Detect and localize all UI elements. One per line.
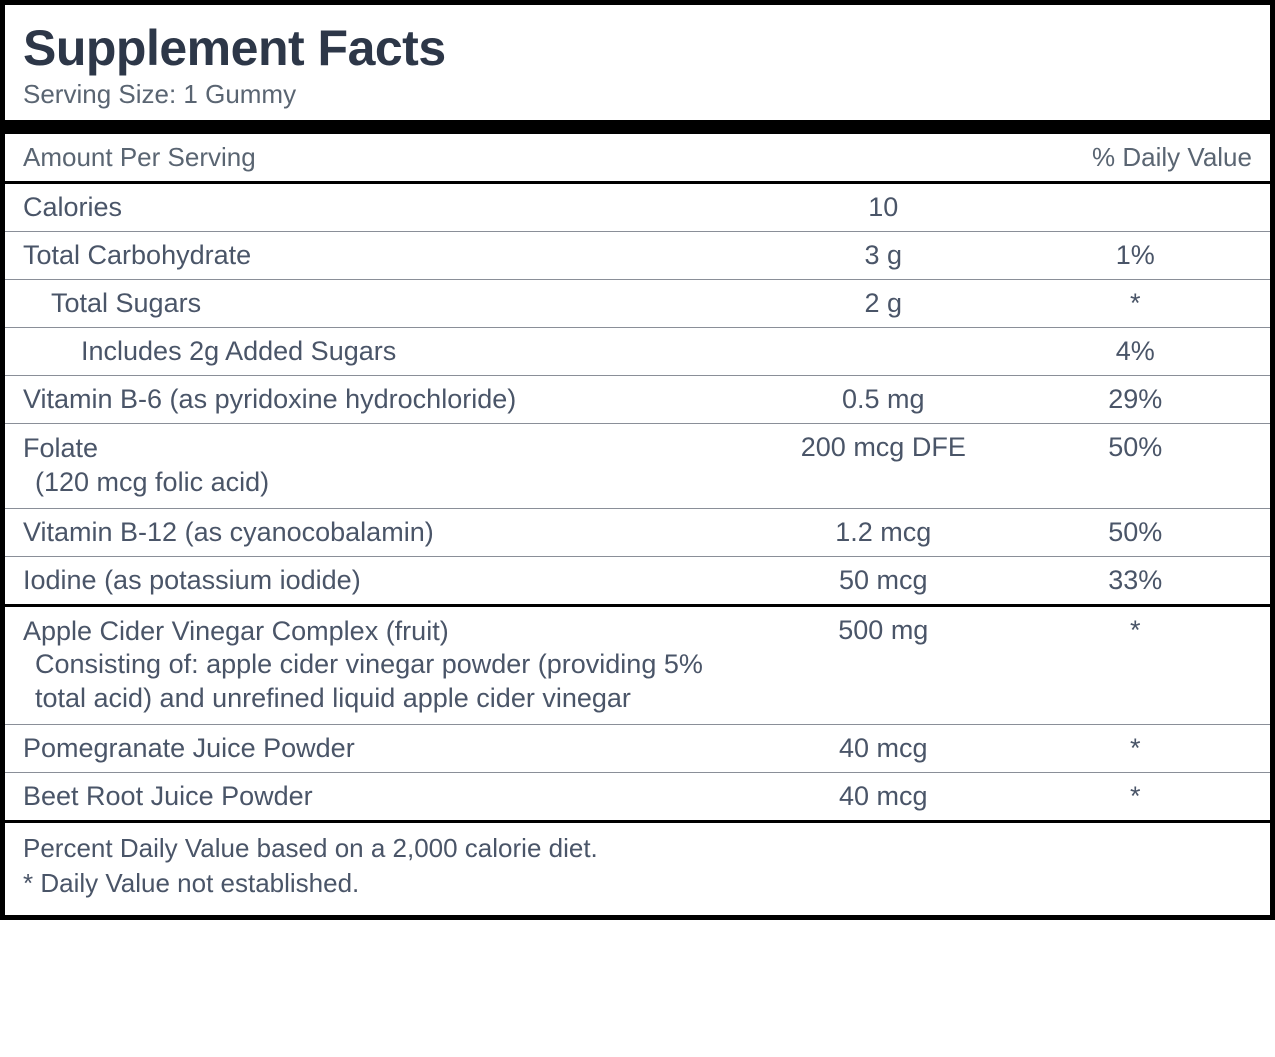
row-dv: * [1018, 733, 1252, 764]
row-label: Apple Cider Vinegar Complex (fruit)Consi… [23, 615, 748, 716]
row-dv: * [1018, 781, 1252, 812]
row-amount: 50 mcg [748, 565, 1018, 596]
row-amount: 500 mg [748, 615, 1018, 646]
supplement-facts-panel: Supplement Facts Serving Size: 1 Gummy A… [0, 0, 1275, 920]
thick-rule [5, 120, 1270, 134]
column-header-spacer [748, 142, 1018, 173]
footer-line-2: * Daily Value not established. [23, 866, 1252, 901]
main-rows: Calories10Total Carbohydrate3 g1%Total S… [5, 184, 1270, 607]
row-label: Beet Root Juice Powder [23, 781, 748, 812]
table-row: Vitamin B-6 (as pyridoxine hydrochloride… [5, 376, 1270, 424]
row-amount: 200 mcg DFE [748, 432, 1018, 463]
row-dv: 33% [1018, 565, 1252, 596]
row-label: Iodine (as potassium iodide) [23, 565, 748, 596]
row-sublabel: (120 mcg folic acid) [23, 466, 748, 500]
row-dv: * [1018, 615, 1252, 646]
row-dv: 4% [1018, 336, 1252, 367]
table-row: Apple Cider Vinegar Complex (fruit)Consi… [5, 607, 1270, 725]
table-row: Pomegranate Juice Powder40 mcg* [5, 725, 1270, 773]
row-label: Pomegranate Juice Powder [23, 733, 748, 764]
row-dv: * [1018, 288, 1252, 319]
serving-size: Serving Size: 1 Gummy [23, 79, 1252, 110]
row-amount: 40 mcg [748, 781, 1018, 812]
panel-title: Supplement Facts [23, 19, 1252, 77]
row-amount: 1.2 mcg [748, 517, 1018, 548]
row-label: Folate(120 mcg folic acid) [23, 432, 748, 500]
table-row: Beet Root Juice Powder40 mcg* [5, 773, 1270, 820]
row-label: Total Sugars [23, 288, 748, 319]
table-row: Total Carbohydrate3 g1% [5, 232, 1270, 280]
table-row: Vitamin B-12 (as cyanocobalamin)1.2 mcg5… [5, 509, 1270, 557]
row-amount: 3 g [748, 240, 1018, 271]
panel-header: Supplement Facts Serving Size: 1 Gummy [5, 5, 1270, 120]
row-dv: 29% [1018, 384, 1252, 415]
row-amount: 0.5 mg [748, 384, 1018, 415]
row-label: Includes 2g Added Sugars [23, 336, 748, 367]
row-label: Vitamin B-6 (as pyridoxine hydrochloride… [23, 384, 748, 415]
footer: Percent Daily Value based on a 2,000 cal… [5, 823, 1270, 915]
row-label: Vitamin B-12 (as cyanocobalamin) [23, 517, 748, 548]
row-amount: 40 mcg [748, 733, 1018, 764]
row-dv: 50% [1018, 432, 1252, 463]
other-rows: Apple Cider Vinegar Complex (fruit)Consi… [5, 607, 1270, 820]
row-label: Calories [23, 192, 748, 223]
table-row: Calories10 [5, 184, 1270, 232]
row-sublabel: Consisting of: apple cider vinegar powde… [23, 648, 748, 716]
footer-line-1: Percent Daily Value based on a 2,000 cal… [23, 831, 1252, 866]
row-label: Total Carbohydrate [23, 240, 748, 271]
row-dv: 50% [1018, 517, 1252, 548]
row-amount: 10 [748, 192, 1018, 223]
column-headers: Amount Per Serving % Daily Value [5, 134, 1270, 184]
column-header-dv: % Daily Value [1018, 142, 1252, 173]
row-dv: 1% [1018, 240, 1252, 271]
table-row: Iodine (as potassium iodide)50 mcg33% [5, 557, 1270, 607]
column-header-amount: Amount Per Serving [23, 142, 748, 173]
table-row: Total Sugars2 g* [5, 280, 1270, 328]
table-row: Folate(120 mcg folic acid)200 mcg DFE50% [5, 424, 1270, 509]
footer-wrap: Percent Daily Value based on a 2,000 cal… [5, 820, 1270, 915]
row-amount: 2 g [748, 288, 1018, 319]
table-row: Includes 2g Added Sugars 4% [5, 328, 1270, 376]
